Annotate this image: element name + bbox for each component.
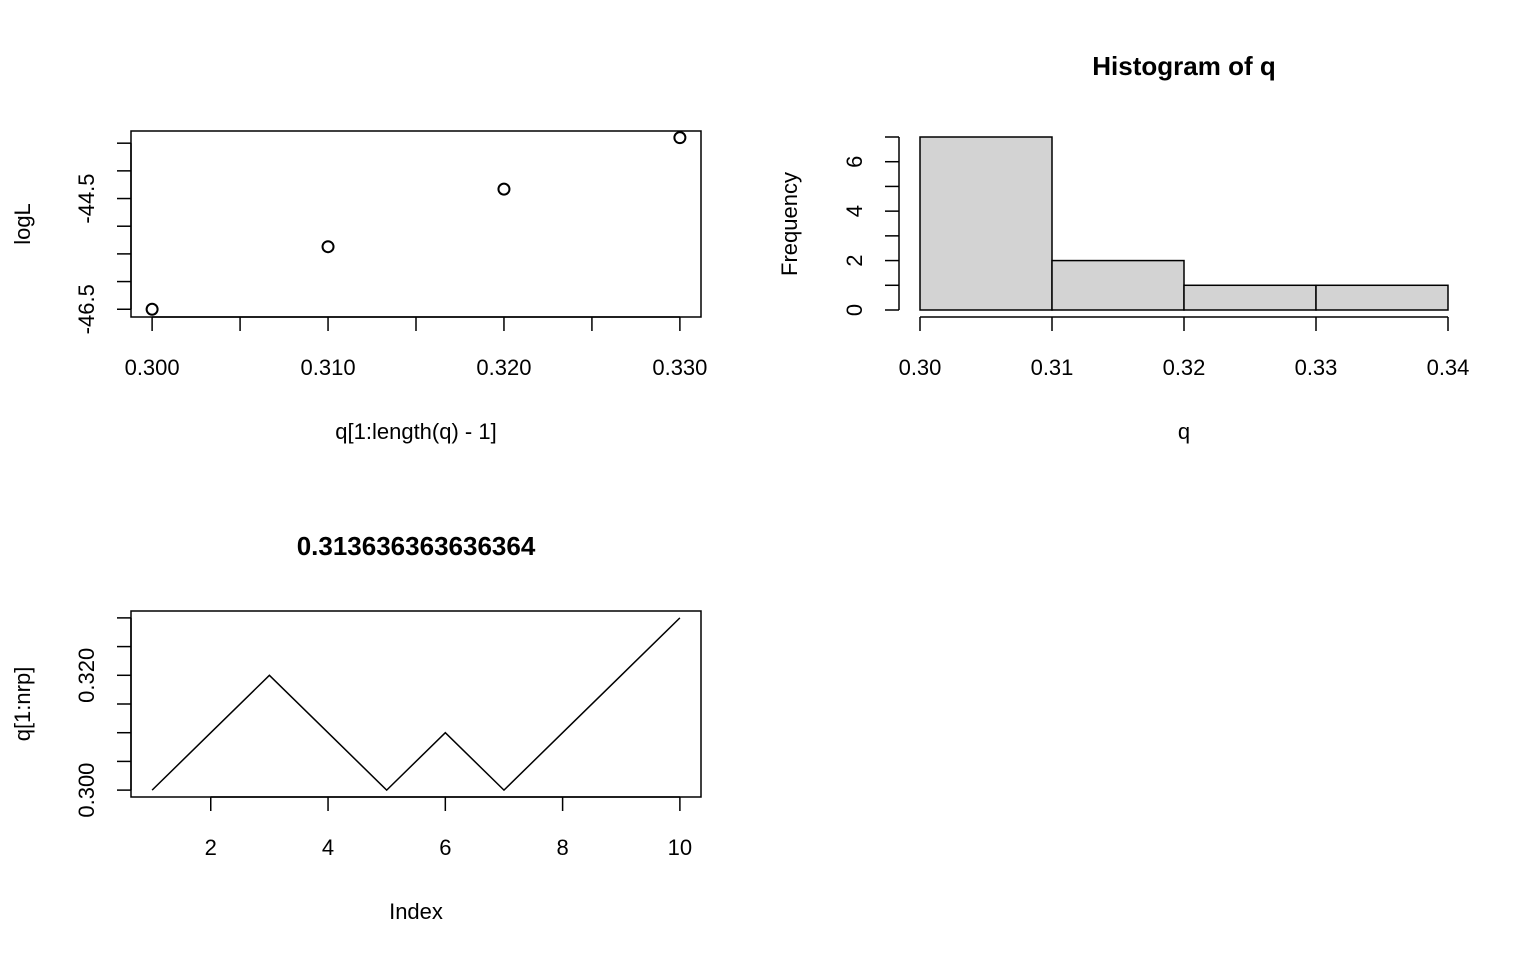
histogram-x-tick-label: 0.32 [1163, 355, 1206, 380]
line-x-tick-label: 4 [322, 835, 334, 860]
histogram-x-axis-label: q [1178, 419, 1190, 444]
scatter-y-tick-label: -44.5 [74, 173, 99, 223]
scatter-x-axis-label: q[1:length(q) - 1] [335, 419, 496, 444]
histogram-bar [919, 136, 1053, 311]
histogram-y-tick-label: 2 [842, 254, 867, 266]
line-y-tick-label: 0.300 [74, 763, 99, 818]
scatter-plot-frame [130, 130, 702, 318]
line-x-tick-label: 10 [668, 835, 692, 860]
scatter-point [673, 131, 687, 145]
scatter-y-axis-label: logL [10, 203, 35, 245]
histogram-x-tick-label: 0.33 [1295, 355, 1338, 380]
histogram-y-tick-label: 6 [842, 156, 867, 168]
histogram-x-tick-label: 0.31 [1031, 355, 1074, 380]
histogram-y-tick-label: 4 [842, 205, 867, 217]
line-y-tick-label: 0.320 [74, 648, 99, 703]
histogram-x-tick-label: 0.34 [1427, 355, 1470, 380]
line-x-tick-label: 6 [439, 835, 451, 860]
histogram-bar [1315, 284, 1449, 311]
scatter-point [497, 182, 511, 196]
scatter-x-tick-label: 0.320 [476, 355, 531, 380]
histogram-bar [1183, 284, 1317, 311]
histogram-panel: Histogram of q 0.30 0.31 0.32 0.33 0.34 0 2 4 6 q F… [777, 51, 1469, 444]
line-x-tick-label: 2 [205, 835, 217, 860]
histogram-y-axis-label: Frequency [777, 172, 802, 276]
line-panel: 0.313636363636364 2 4 6 8 10 0.300 0.320 Index q[… [10, 531, 702, 924]
scatter-x-tick-label: 0.330 [652, 355, 707, 380]
scatter-panel: 0.300 0.310 0.320 0.330 -46.5 -44.5 q[1:length… [10, 130, 707, 444]
scatter-x-tick-label: 0.310 [301, 355, 356, 380]
line-y-axis-label: q[1:nrp] [10, 667, 35, 742]
line-x-axis-label: Index [389, 899, 443, 924]
histogram-bar [1051, 259, 1185, 311]
histogram-y-tick-label: 0 [842, 304, 867, 316]
histogram-title: Histogram of q [1092, 51, 1275, 81]
histogram-x-tick-label: 0.30 [899, 355, 942, 380]
scatter-y-tick-label: -46.5 [74, 284, 99, 334]
scatter-point [321, 240, 335, 254]
line-x-tick-label: 8 [556, 835, 568, 860]
scatter-point [145, 302, 159, 316]
line-plot-frame [130, 610, 702, 798]
line-series [151, 617, 681, 792]
line-chart-title: 0.313636363636364 [297, 531, 536, 561]
scatter-x-tick-label: 0.300 [125, 355, 180, 380]
